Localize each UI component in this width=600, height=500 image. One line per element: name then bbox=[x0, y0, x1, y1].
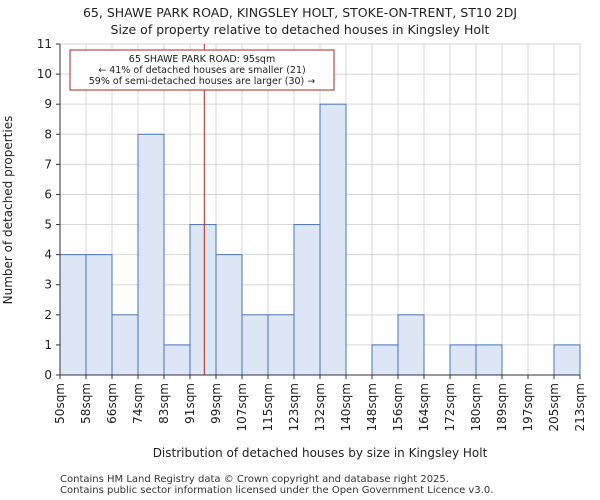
marker-annotation-line: ← 41% of detached houses are smaller (21… bbox=[98, 65, 305, 76]
histogram-bar bbox=[449, 344, 477, 376]
footer-line-1: Contains HM Land Registry data © Crown c… bbox=[60, 474, 449, 485]
chart-title-block: 65, SHAWE PARK ROAD, KINGSLEY HOLT, STOK… bbox=[0, 4, 600, 38]
y-tick-label: 5 bbox=[44, 218, 52, 232]
y-tick-label: 2 bbox=[44, 308, 52, 322]
histogram-bar bbox=[215, 254, 243, 376]
histogram-bar bbox=[111, 314, 139, 376]
y-tick-label: 1 bbox=[44, 338, 52, 352]
marker-annotation-line: 59% of semi-detached houses are larger (… bbox=[89, 76, 316, 87]
x-tick-label: 91sqm bbox=[183, 383, 197, 424]
marker-layer: 65 SHAWE PARK ROAD: 95sqm← 41% of detach… bbox=[69, 44, 335, 375]
x-tick-label: 58sqm bbox=[79, 383, 93, 424]
histogram-bar bbox=[137, 133, 165, 376]
histogram-bar bbox=[241, 314, 269, 376]
histogram-bar bbox=[163, 344, 191, 376]
y-tick-label: 0 bbox=[44, 368, 52, 382]
x-tick-label: 205sqm bbox=[547, 383, 561, 431]
x-tick-label: 213sqm bbox=[573, 383, 587, 431]
x-tick-label: 140sqm bbox=[339, 383, 353, 431]
y-tick-label: 9 bbox=[44, 97, 52, 111]
x-tick-label: 156sqm bbox=[391, 383, 405, 431]
y-tick-label: 11 bbox=[37, 37, 52, 51]
axes-layer: 0 1 2 3 4 5 6 7 8 9 10 11 50sqm 58sqm 66sqm 74sqm 83sqm 9… bbox=[37, 37, 587, 431]
histogram-bar bbox=[319, 103, 347, 376]
x-tick-label: 123sqm bbox=[287, 383, 301, 431]
footer-line-2: Contains public sector information licen… bbox=[60, 485, 494, 496]
y-tick-label: 8 bbox=[44, 127, 52, 141]
histogram-bar bbox=[189, 224, 217, 376]
histogram-bar bbox=[59, 254, 87, 376]
x-tick-label: 132sqm bbox=[313, 383, 327, 431]
chart-title: 65, SHAWE PARK ROAD, KINGSLEY HOLT, STOK… bbox=[82, 5, 518, 20]
x-tick-label: 115sqm bbox=[261, 383, 275, 431]
x-axis-title: Distribution of detached houses by size … bbox=[153, 446, 488, 460]
y-tick-label: 10 bbox=[37, 67, 52, 81]
x-tick-label: 107sqm bbox=[235, 383, 249, 431]
histogram-bar bbox=[293, 224, 321, 376]
x-tick-label: 74sqm bbox=[131, 383, 145, 424]
x-tick-label: 189sqm bbox=[495, 383, 509, 431]
x-tick-label: 172sqm bbox=[443, 383, 457, 431]
x-tick-label: 148sqm bbox=[365, 383, 379, 431]
y-tick-label: 3 bbox=[44, 278, 52, 292]
histogram-bar bbox=[475, 344, 503, 376]
chart-subtitle: Size of property relative to detached ho… bbox=[110, 22, 490, 37]
histogram-bar bbox=[397, 314, 425, 376]
histogram-bar bbox=[85, 254, 113, 376]
histogram-bar bbox=[267, 314, 295, 376]
x-tick-label: 99sqm bbox=[209, 383, 223, 424]
x-tick-label: 197sqm bbox=[521, 383, 535, 431]
x-tick-label: 83sqm bbox=[157, 383, 171, 424]
bars-layer bbox=[59, 103, 581, 376]
histogram-bar bbox=[553, 344, 581, 376]
marker-annotation-line: 65 SHAWE PARK ROAD: 95sqm bbox=[129, 54, 275, 65]
y-tick-label: 6 bbox=[44, 187, 52, 201]
y-tick-label: 7 bbox=[44, 157, 52, 171]
x-tick-label: 50sqm bbox=[53, 383, 67, 424]
x-tick-label: 66sqm bbox=[105, 383, 119, 424]
y-axis-title: Number of detached properties bbox=[1, 116, 15, 305]
x-tick-label: 164sqm bbox=[417, 383, 431, 431]
y-tick-label: 4 bbox=[44, 248, 52, 262]
footer: Contains HM Land Registry data © Crown c… bbox=[60, 474, 493, 496]
x-tick-label: 180sqm bbox=[469, 383, 483, 431]
histogram-bar bbox=[371, 344, 399, 376]
marker-annotation-box bbox=[69, 49, 335, 91]
